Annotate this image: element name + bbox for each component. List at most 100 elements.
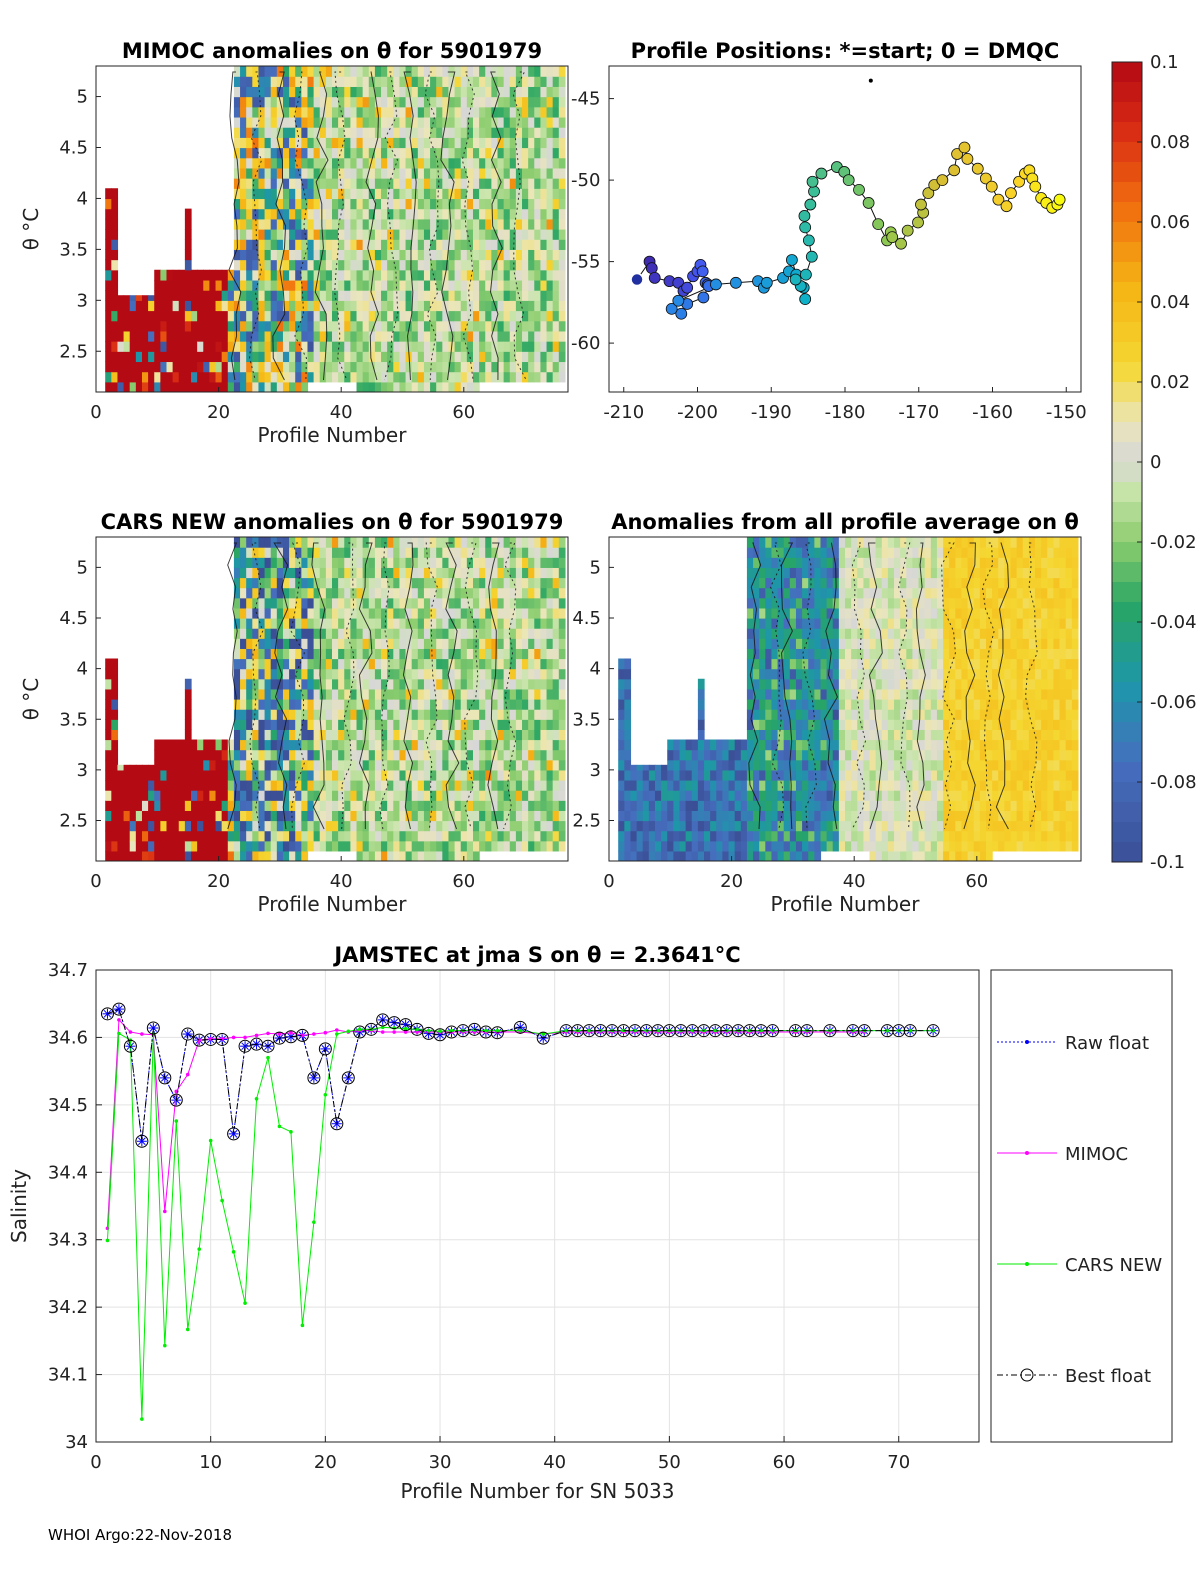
heatmap-cell	[332, 371, 339, 383]
heatmap-cell	[491, 249, 499, 261]
heatmap-cell	[215, 769, 223, 781]
heatmap-cell	[454, 76, 462, 87]
heatmap-cell	[558, 167, 566, 179]
heatmap-cell	[319, 157, 327, 169]
heatmap-cell	[252, 167, 260, 179]
heatmap-cell	[522, 769, 529, 781]
heatmap-cell	[129, 769, 137, 781]
heatmap-cell	[472, 678, 480, 690]
heatmap-cell	[503, 249, 511, 261]
heatmap-cell	[405, 739, 413, 751]
heatmap-cell	[522, 618, 529, 629]
heatmap-cell	[417, 188, 425, 200]
heatmap-cell	[845, 537, 852, 548]
heatmap-cell	[319, 218, 327, 230]
heatmap-cell	[442, 607, 450, 619]
heatmap-cell	[411, 719, 419, 730]
heatmap-cell	[540, 167, 548, 179]
heatmap-cell	[344, 699, 351, 710]
heatmap-cell	[246, 628, 253, 639]
heatmap-cell	[497, 587, 505, 599]
heatmap-cell	[789, 709, 797, 720]
heatmap-cell	[264, 147, 272, 159]
heatmap-cell	[552, 618, 560, 629]
heatmap-cell	[307, 658, 315, 670]
heatmap-cell	[777, 729, 785, 741]
contour-line	[489, 71, 503, 381]
heatmap-cell	[509, 147, 517, 159]
heatmap-cell	[777, 658, 785, 670]
heatmap-cell	[552, 597, 560, 609]
heatmap-cell	[503, 188, 511, 200]
heatmap-cell	[491, 208, 499, 220]
heatmap-cell	[276, 800, 284, 811]
heatmap-cell	[534, 638, 542, 649]
heatmap-cell	[270, 820, 278, 832]
heatmap-cell	[178, 769, 186, 781]
heatmap-cell	[325, 597, 333, 609]
heatmap-cell	[135, 351, 143, 363]
heatmap-cell	[546, 157, 554, 169]
heatmap-cell	[679, 820, 687, 832]
heatmap-cell	[795, 638, 803, 649]
heatmap-cell	[851, 800, 858, 811]
heatmap-cell	[405, 840, 413, 852]
heatmap-cell	[307, 96, 315, 108]
x-tick-label: 20	[207, 871, 230, 892]
heatmap-cell	[691, 749, 699, 761]
heatmap-cell	[759, 850, 766, 861]
heatmap-cell	[141, 810, 149, 822]
heatmap-cell	[436, 300, 443, 312]
heatmap-cell	[325, 116, 333, 128]
heatmap-cell	[753, 567, 760, 579]
heatmap-cell	[436, 259, 443, 271]
heatmap-cell	[503, 76, 511, 87]
heatmap-cell	[826, 648, 834, 660]
heatmap-cell	[448, 229, 456, 240]
heatmap-cell	[777, 739, 785, 751]
heatmap-cell	[411, 800, 419, 811]
heatmap-cell	[436, 800, 443, 811]
heatmap-cell	[129, 850, 137, 861]
heatmap-cell	[479, 147, 486, 159]
heatmap-cell	[338, 279, 345, 291]
heatmap-cell	[808, 557, 815, 568]
heatmap-cell	[233, 300, 241, 312]
heatmap-cell	[546, 127, 554, 138]
heatmap-cell	[722, 800, 730, 811]
heatmap-cell	[759, 567, 766, 579]
heatmap-cell	[399, 537, 407, 548]
heatmap-cell	[393, 188, 401, 200]
heatmap-cell	[276, 218, 284, 230]
heatmap-cell	[307, 330, 315, 342]
heatmap-cell	[350, 218, 358, 230]
heatmap-cell	[197, 790, 204, 801]
heatmap-cell	[344, 577, 351, 589]
heatmap-cell	[105, 371, 112, 383]
profile-point	[872, 218, 885, 231]
heatmap-cell	[630, 850, 638, 861]
heatmap-cell	[851, 759, 858, 771]
heatmap-cell	[276, 320, 284, 332]
heatmap-cell	[765, 668, 773, 680]
heatmap-cell	[460, 587, 468, 599]
heatmap-cell	[503, 341, 511, 352]
heatmap-cell	[197, 341, 204, 352]
heatmap-cell	[240, 86, 247, 98]
heatmap-cell	[423, 86, 431, 98]
heatmap-cell	[264, 290, 272, 301]
heatmap-cell	[184, 780, 192, 791]
heatmap-cell	[332, 648, 339, 660]
heatmap-cell	[857, 830, 864, 842]
heatmap-cell	[417, 239, 425, 250]
heatmap-cell	[387, 557, 394, 568]
heatmap-cell	[522, 300, 529, 312]
heatmap-cell	[123, 810, 131, 822]
heatmap-cell	[289, 850, 296, 861]
heatmap-cell	[154, 320, 161, 332]
heatmap-cell	[411, 587, 419, 599]
heatmap-cell	[491, 800, 499, 811]
heatmap-cell	[765, 739, 773, 751]
x-tick-label: 20	[207, 402, 230, 423]
heatmap-cell	[203, 320, 211, 332]
